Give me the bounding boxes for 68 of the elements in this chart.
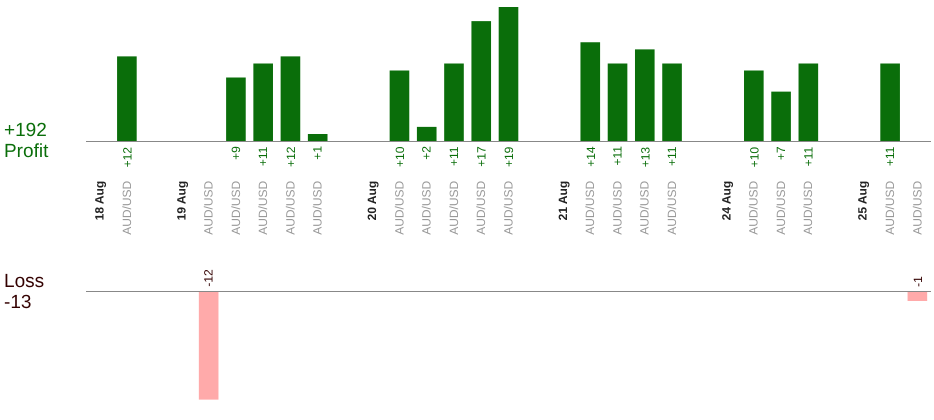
x-tick-label: AUD/USD <box>446 180 461 235</box>
x-tick-label: AUD/USD <box>583 180 598 235</box>
data-label: +12 <box>284 146 298 167</box>
data-label: +13 <box>638 146 652 168</box>
x-tick-label: 21 Aug <box>556 180 570 220</box>
data-label: +19 <box>502 146 516 167</box>
data-label: +11 <box>610 146 625 166</box>
bar <box>580 42 600 141</box>
text: -13 <box>4 292 32 313</box>
bar <box>308 134 328 141</box>
data-label: +11 <box>883 146 898 166</box>
x-tick-label: 20 Aug <box>365 180 380 220</box>
x-tick-label: 25 Aug <box>856 180 870 220</box>
text: +192 <box>4 120 47 141</box>
bar <box>444 63 464 141</box>
x-tick-label: AUD/USD <box>801 180 816 235</box>
x-tick-label: AUD/USD <box>664 180 679 235</box>
bar <box>226 78 246 141</box>
x-tick-label: AUD/USD <box>501 180 516 235</box>
bar <box>608 63 628 141</box>
x-tick-label: AUD/USD <box>310 180 325 235</box>
bar <box>471 21 492 141</box>
text: Loss <box>4 271 44 292</box>
bar <box>117 56 137 141</box>
data-label: +10 <box>392 146 407 167</box>
data-label: +14 <box>584 146 598 167</box>
x-tick-label: AUD/USD <box>774 180 788 235</box>
bar <box>744 70 764 141</box>
x-tick-label: 18 Aug <box>92 180 107 220</box>
bar <box>798 63 818 141</box>
x-tick-label: AUD/USD <box>474 180 488 235</box>
x-tick-label: AUD/USD <box>120 180 134 235</box>
data-label: +10 <box>747 146 762 168</box>
x-tick-label: AUD/USD <box>228 180 243 235</box>
bar <box>662 63 682 141</box>
x-tick-label: AUD/USD <box>746 180 761 235</box>
x-tick-label: AUD/USD <box>256 180 270 235</box>
x-tick-label: AUD/USD <box>883 180 898 235</box>
data-label: +12 <box>120 146 134 168</box>
bar <box>253 63 273 141</box>
bar <box>280 56 300 141</box>
x-tick-label: AUD/USD <box>283 180 298 235</box>
data-label: +2 <box>420 146 434 160</box>
x-tick-label: AUD/USD <box>202 180 216 235</box>
data-label: +9 <box>228 146 243 160</box>
x-tick-label: AUD/USD <box>610 180 624 235</box>
x-tick-label: AUD/USD <box>420 180 434 235</box>
data-label: +1 <box>310 146 325 160</box>
data-label: -1 <box>910 276 925 287</box>
x-tick-label: AUD/USD <box>638 180 652 235</box>
data-label: +11 <box>446 146 461 166</box>
bar <box>498 7 518 141</box>
bar <box>880 63 900 141</box>
bar <box>416 126 437 141</box>
data-label: +7 <box>774 146 788 160</box>
data-label: +11 <box>801 146 816 166</box>
data-label: +11 <box>256 146 270 166</box>
data-label: +17 <box>474 146 489 167</box>
bar <box>771 92 791 141</box>
data-label: -12 <box>202 268 216 287</box>
x-tick-label: AUD/USD <box>392 180 406 235</box>
bar <box>390 70 410 141</box>
text: Profit <box>4 141 50 162</box>
data-label: +11 <box>665 146 680 166</box>
x-tick-label: 24 Aug <box>719 180 734 220</box>
x-tick-label: AUD/USD <box>910 180 924 235</box>
x-tick-label: 19 Aug <box>174 180 188 220</box>
bar <box>634 49 655 141</box>
